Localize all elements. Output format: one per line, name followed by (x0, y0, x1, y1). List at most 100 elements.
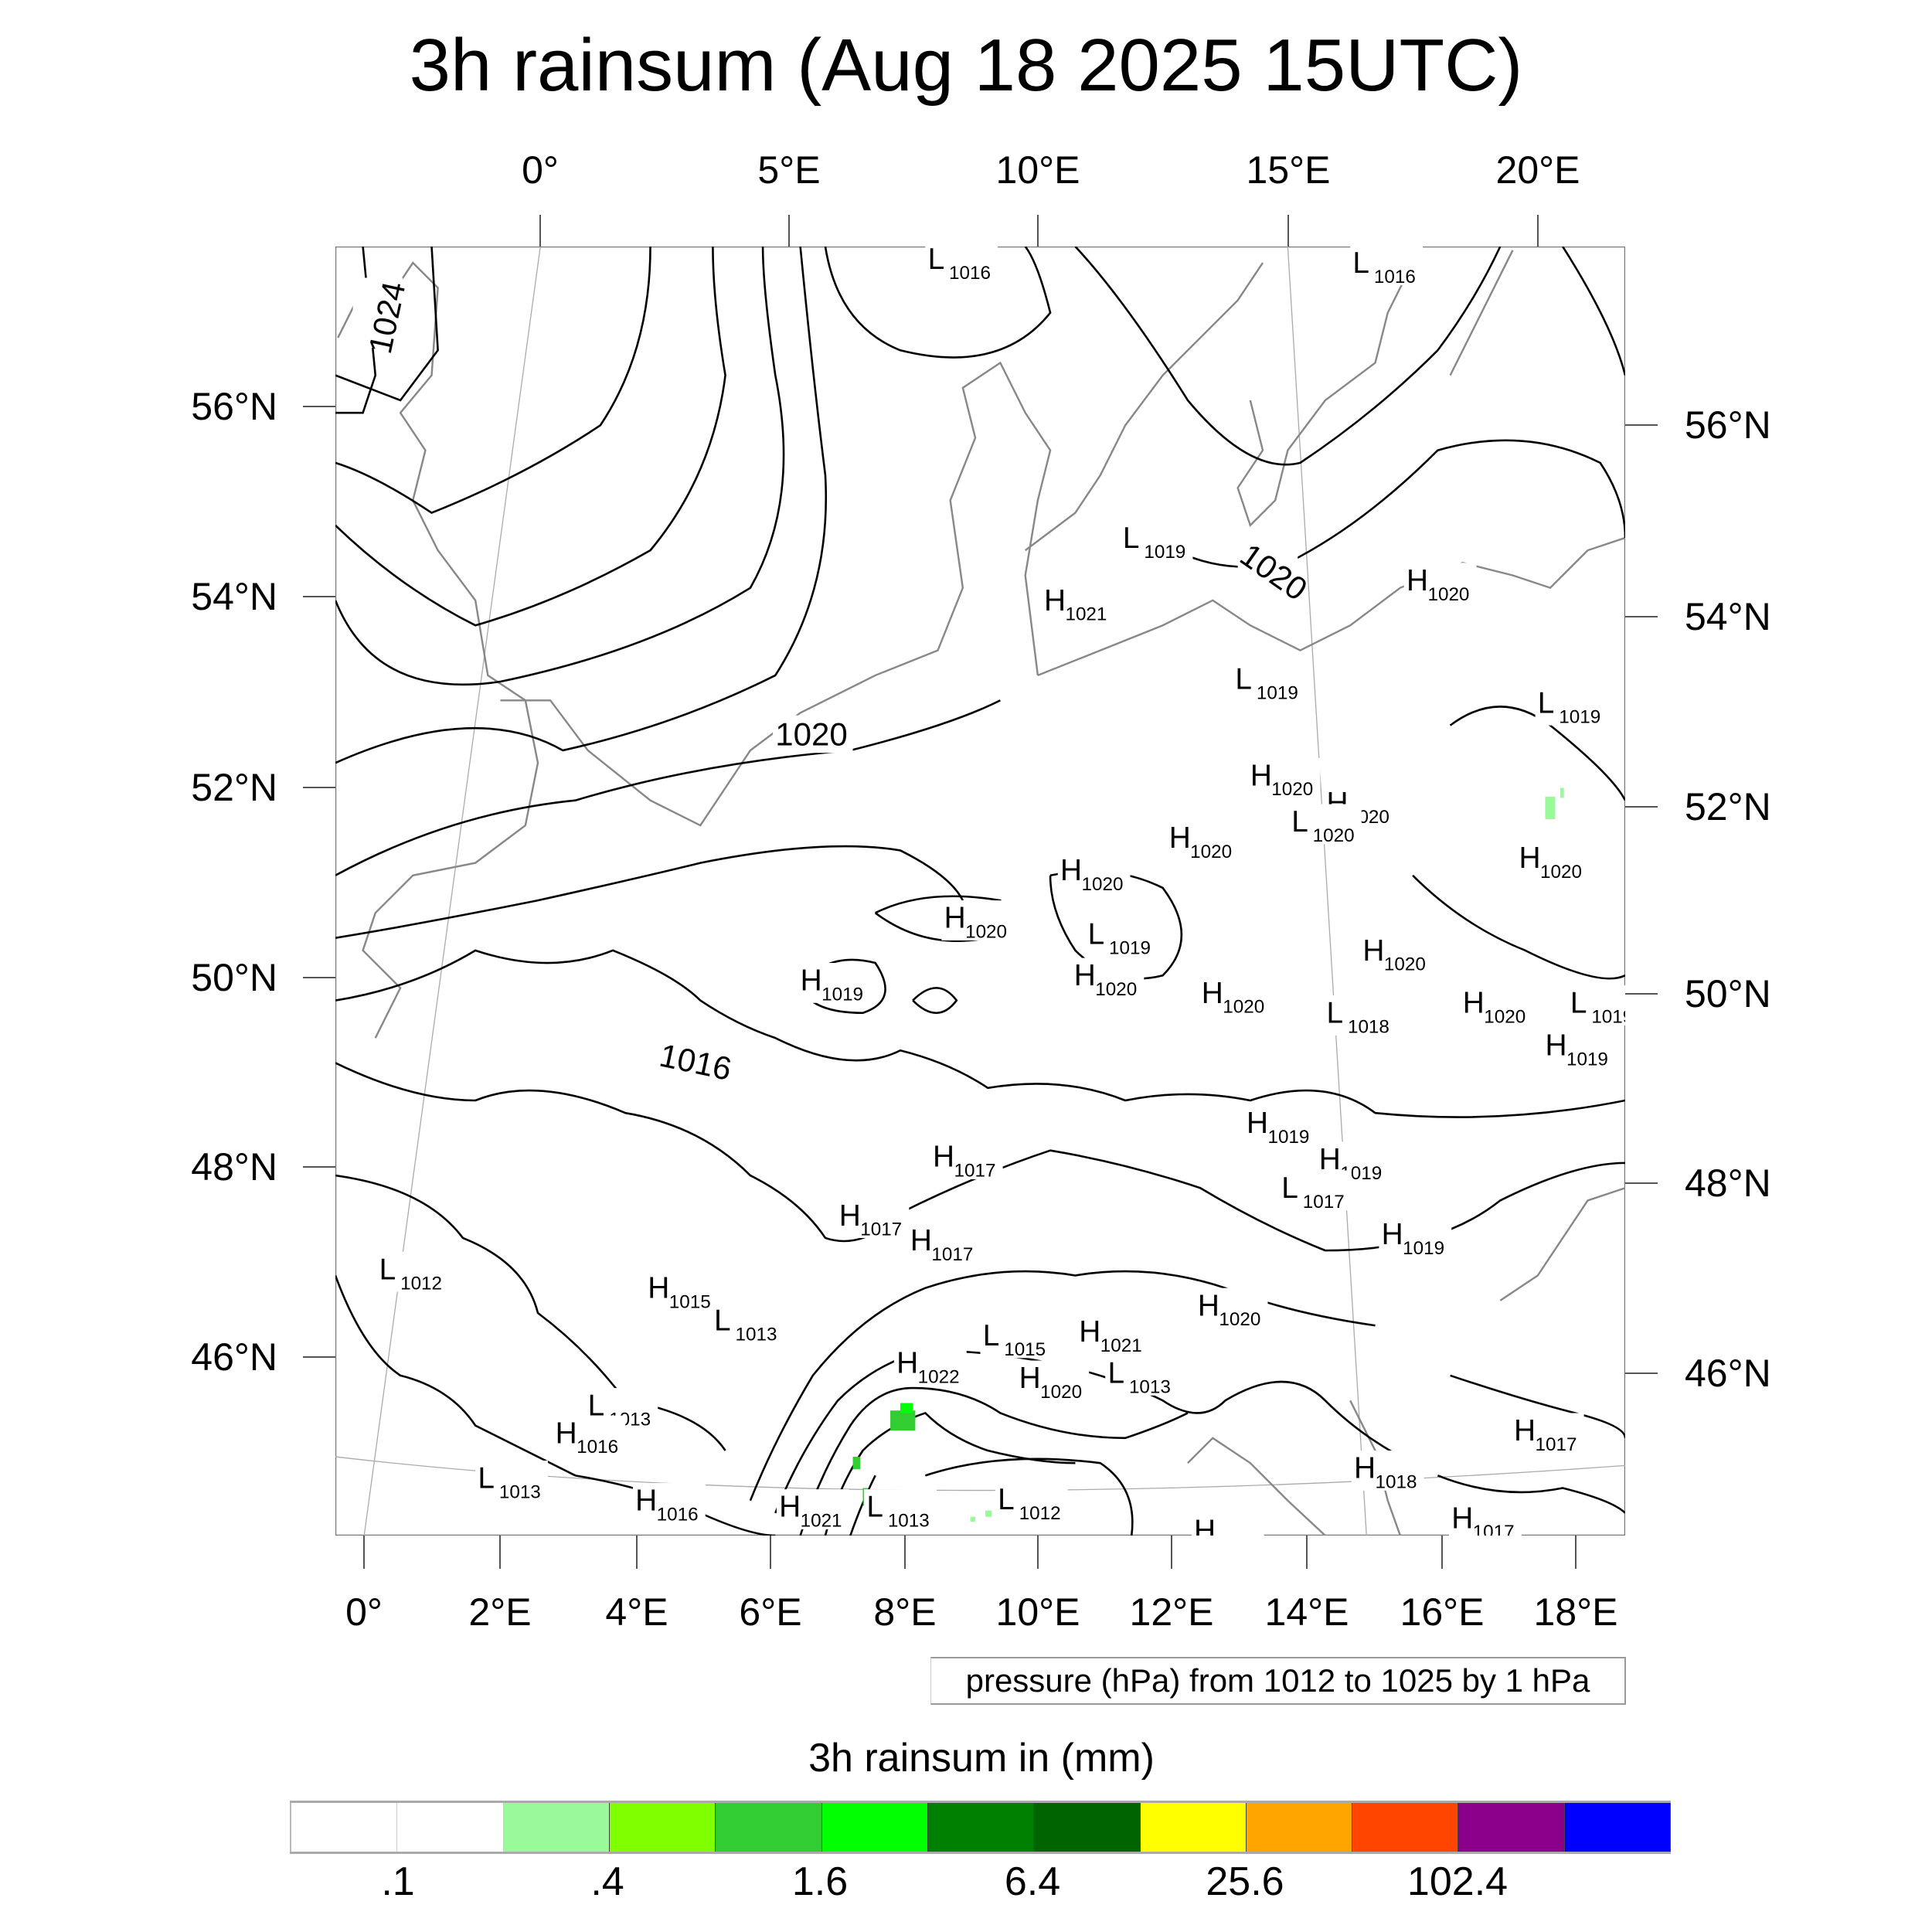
pressure-center-value: 1019 (1591, 1007, 1625, 1028)
top-lon-label: 15°E (1246, 148, 1331, 192)
pressure-center-type: L (714, 1304, 731, 1338)
low-pressure-center: L 1018 (1324, 995, 1397, 1038)
pressure-center-type: L (1123, 522, 1140, 555)
pressure-center-type: H (1202, 977, 1223, 1010)
pressure-center-type: L (379, 1253, 396, 1286)
rain-cell (985, 1510, 992, 1517)
low-pressure-center: L 1012 (995, 1481, 1068, 1524)
right-lat-label: 56°N (1685, 403, 1771, 447)
high-pressure-center: H 1020 (1057, 852, 1131, 895)
pressure-center-value: 1019 (1403, 1238, 1444, 1259)
pressure-center-type: H (1382, 1218, 1403, 1251)
high-pressure-center: H 1016 (632, 1483, 706, 1526)
pressure-center-type: L (1291, 805, 1308, 838)
colorbar-label: 25.6 (1206, 1859, 1284, 1904)
pressure-center-value: 1020 (1219, 1309, 1260, 1330)
pressure-center-type: L (1352, 247, 1369, 280)
bottom-lon-label: 4°E (605, 1590, 668, 1634)
right-lat-label: 50°N (1685, 972, 1771, 1015)
pressure-center-type: H (1247, 1107, 1268, 1140)
high-pressure-center: H 1017 (907, 1223, 981, 1265)
high-pressure-center: H 1017 (930, 1139, 1003, 1182)
pressure-center-type: H (896, 1347, 918, 1380)
pressure-center-type: H (1044, 584, 1066, 617)
pressure-center-type: H (1451, 1502, 1473, 1535)
pressure-center-value: 1017 (931, 1244, 973, 1265)
low-pressure-center: L 1012 (376, 1251, 450, 1294)
pressure-center-type: H (779, 1491, 801, 1524)
pressure-center-type: H (1198, 1289, 1219, 1322)
pressure-center-value: 1016 (949, 263, 991, 284)
pressure-center-value: 1013 (499, 1481, 541, 1502)
bottom-lon-label: 12°E (1129, 1590, 1214, 1634)
isobars (335, 247, 1625, 1536)
left-lat-label: 50°N (191, 956, 277, 999)
isobar-label: 1020 (775, 716, 848, 753)
colorbar-swatch (290, 1803, 398, 1852)
pressure-center-value: 1019 (1559, 706, 1600, 727)
pressure-center-value: 1016 (1374, 267, 1416, 287)
high-pressure-center: H 1020 (1071, 957, 1145, 1000)
high-pressure-center: H 1021 (1077, 1314, 1149, 1356)
pressure-center-type: L (1088, 918, 1105, 951)
pressure-center-value: 1020 (1081, 874, 1123, 895)
pressure-center-type: H (944, 902, 966, 935)
colorbar-swatch (1458, 1803, 1565, 1852)
colorbar (290, 1801, 1672, 1854)
high-pressure-center: H 1020 (1166, 820, 1240, 862)
bottom-lon-label: 18°E (1533, 1590, 1618, 1634)
pressure-center-value: 1017 (860, 1219, 902, 1240)
bottom-lon-label: 2°E (468, 1590, 532, 1634)
colorbar-swatch (1246, 1803, 1353, 1852)
pressure-center-value: 1020 (1271, 779, 1313, 800)
colorbar-label: 6.4 (1004, 1859, 1061, 1904)
low-pressure-center: L 1017 (1279, 1170, 1352, 1213)
pressure-center-value: 1013 (1129, 1377, 1171, 1398)
colorbar-swatch (927, 1803, 1035, 1852)
bottom-lon-label: 16°E (1400, 1590, 1485, 1634)
colorbar-swatch (1034, 1803, 1141, 1852)
high-pressure-center: H 1017 (836, 1198, 910, 1240)
pressure-center-type: H (1406, 564, 1428, 597)
pressure-center-value: 1021 (801, 1511, 842, 1532)
high-pressure-center: H 1020 (1360, 933, 1433, 975)
bottom-lon-label: 0° (345, 1590, 383, 1634)
high-pressure-center: H 1020 (1403, 563, 1477, 605)
pressure-center-type: H (801, 964, 822, 998)
pressure-center-type: H (648, 1272, 669, 1305)
rain-cell (1560, 787, 1564, 798)
high-pressure-center: H 1019 (1543, 1028, 1616, 1070)
bottom-lon-label: 8°E (873, 1590, 937, 1634)
colorbar-title: 3h rainsum in (mm) (808, 1736, 1155, 1781)
map-title: 3h rainsum (Aug 18 2025 15UTC) (409, 24, 1523, 107)
pressure-center-type: H (1519, 842, 1541, 875)
rain-cell (852, 1457, 861, 1470)
right-lat-label: 46°N (1685, 1352, 1771, 1395)
pressure-center-value: 1017 (954, 1161, 996, 1182)
pressure-center-type: H (556, 1417, 577, 1450)
colorbar-swatch (1352, 1803, 1459, 1852)
pressure-center-value: 1014 (1216, 1534, 1257, 1536)
pressure-center-value: 1015 (1004, 1339, 1046, 1360)
pressure-center-type: H (1250, 759, 1272, 792)
pressure-center-type: L (928, 247, 945, 276)
pressure-center-value: 1016 (657, 1505, 699, 1526)
rain-cell (1545, 796, 1556, 819)
pressure-center-value: 1020 (1484, 1007, 1526, 1028)
pressure-center-value: 1017 (1536, 1434, 1577, 1455)
pressure-center-value: 1015 (669, 1292, 711, 1313)
pressure-center-type: L (998, 1483, 1015, 1516)
pressure-center-type: H (635, 1485, 657, 1518)
rain-cell (890, 1410, 916, 1431)
pressure-center-type: L (1326, 997, 1343, 1030)
low-pressure-center: L 1013 (864, 1489, 937, 1532)
colorbar-label: 102.4 (1406, 1859, 1509, 1904)
colorbar-swatch (1140, 1803, 1247, 1852)
low-pressure-center: L 1016 (925, 247, 998, 284)
pressure-center-value: 1016 (577, 1437, 618, 1458)
low-pressure-center: L 1013 (711, 1303, 784, 1345)
